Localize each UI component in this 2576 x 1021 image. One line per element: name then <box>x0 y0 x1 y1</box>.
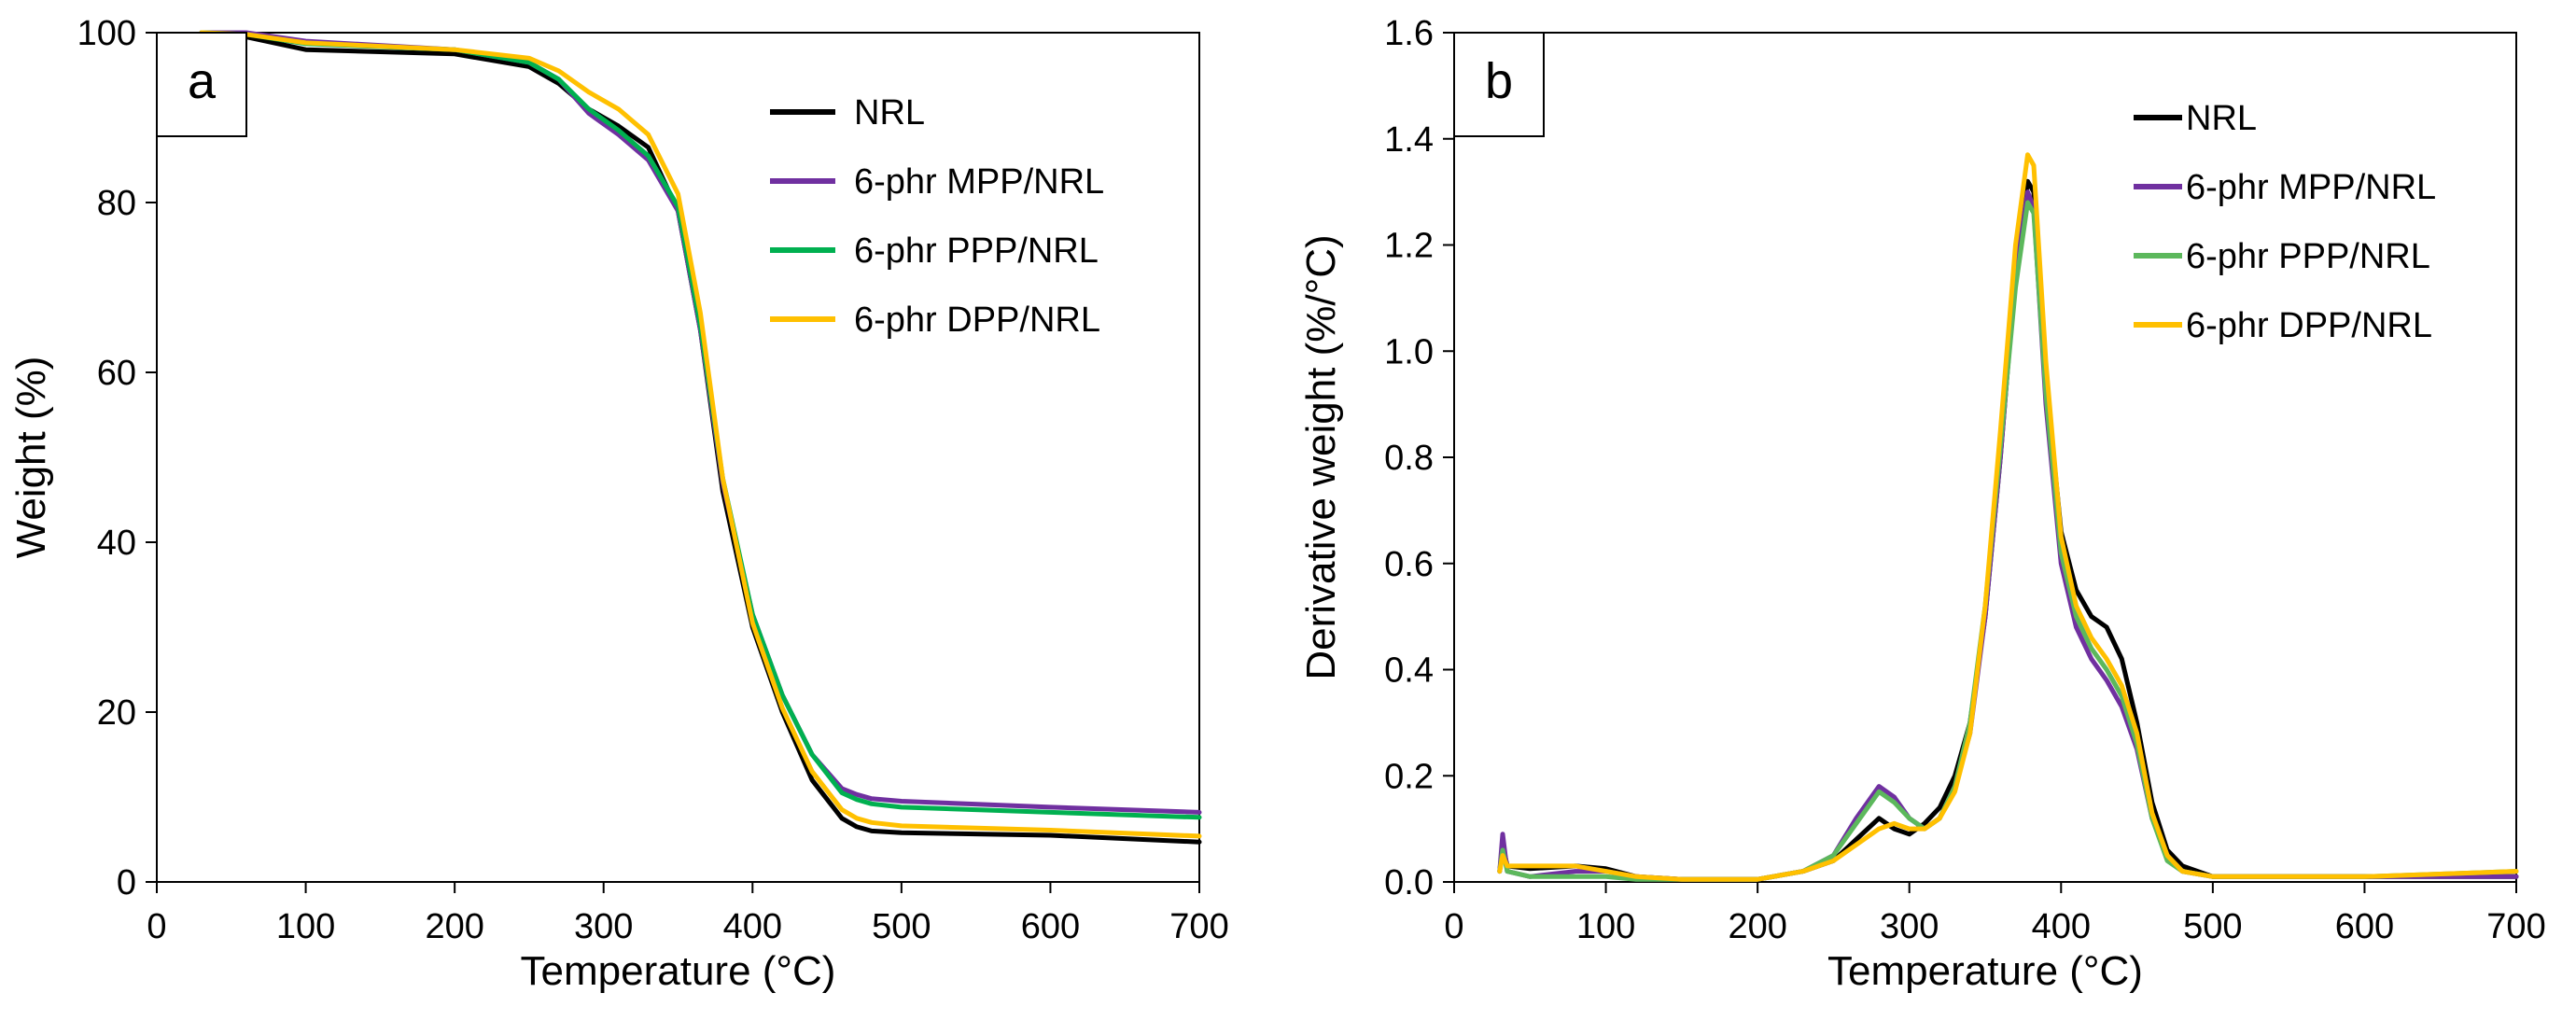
y-tick-label: 1.6 <box>1384 14 1434 53</box>
chart-panel-a: 0 100 200 300 400 500 600 700 0 20 40 60 80 100 Temper… <box>8 14 1229 994</box>
y-axis-title: Weight (%) <box>8 357 54 559</box>
x-tick-label: 600 <box>2335 907 2394 946</box>
y-axis-title: Derivative weight (%/°C) <box>1298 234 1344 679</box>
legend-label: 6-phr PPP/NRL <box>854 231 1099 271</box>
panel-label-box <box>1453 32 1545 137</box>
series-line-2 <box>199 30 1202 815</box>
x-tick-label: 700 <box>2486 907 2545 946</box>
x-axis-title: Temperature (°C) <box>1827 948 2143 994</box>
series-line-3 <box>199 30 1202 820</box>
legend-label: NRL <box>854 93 925 133</box>
y-tick-label: 20 <box>97 693 136 733</box>
y-tick-label: 0.4 <box>1384 651 1434 691</box>
panel-label: a <box>188 53 217 109</box>
x-tick-label: 400 <box>723 907 782 946</box>
y-tick-label: 40 <box>97 524 136 563</box>
series-line-3 <box>1497 200 2519 882</box>
y-tick-label: 1.2 <box>1384 227 1434 266</box>
y-tick-label: 60 <box>97 354 136 393</box>
x-tick-label: 0 <box>1444 907 1463 946</box>
legend-label: NRL <box>2186 99 2257 138</box>
x-tick-label: 100 <box>276 907 335 946</box>
y-tick-label: 1.0 <box>1384 332 1434 371</box>
y-tick-label: 1.4 <box>1384 120 1434 160</box>
x-tick-label: 200 <box>425 907 483 946</box>
legend-label: 6-phr MPP/NRL <box>2186 168 2436 207</box>
x-tick-label: 300 <box>1880 907 1939 946</box>
series-line-4 <box>1497 152 2519 882</box>
legend-label: 6-phr PPP/NRL <box>2186 237 2430 276</box>
legend-label: 6-phr DPP/NRL <box>2186 306 2432 345</box>
y-tick-label: 0 <box>117 863 136 902</box>
y-tick-label: 80 <box>97 184 136 223</box>
x-tick-label: 100 <box>1576 907 1635 946</box>
x-tick-label: 0 <box>147 907 166 946</box>
legend-label: 6-phr DPP/NRL <box>854 301 1100 340</box>
y-tick-label: 100 <box>77 14 136 53</box>
x-tick-label: 300 <box>574 907 633 946</box>
y-tick-label: 0.0 <box>1384 863 1434 902</box>
y-tick-label: 0.6 <box>1384 545 1434 584</box>
chart-panel-b: 0 100 200 300 400 500 600 700 0.0 0.2 0.4 0.6 0.8 1.0… <box>1298 14 2546 994</box>
series-line-2 <box>1497 189 2519 882</box>
plot-frame <box>156 32 1200 883</box>
x-tick-label: 500 <box>872 907 931 946</box>
panel-label: b <box>1485 53 1513 109</box>
plot-frame <box>1453 32 2517 883</box>
x-axis-title: Temperature (°C) <box>521 948 836 994</box>
series-line-1 <box>1497 178 2519 882</box>
x-tick-label: 700 <box>1169 907 1228 946</box>
x-tick-label: 400 <box>2032 907 2091 946</box>
series-line-1 <box>199 30 1202 845</box>
panel-label-box <box>156 32 247 137</box>
x-tick-label: 500 <box>2183 907 2242 946</box>
legend-label: 6-phr MPP/NRL <box>854 162 1104 202</box>
x-tick-label: 600 <box>1021 907 1080 946</box>
y-tick-label: 0.2 <box>1384 757 1434 796</box>
series-line-4 <box>199 30 1202 839</box>
y-tick-label: 0.8 <box>1384 439 1434 478</box>
x-tick-label: 200 <box>1728 907 1786 946</box>
